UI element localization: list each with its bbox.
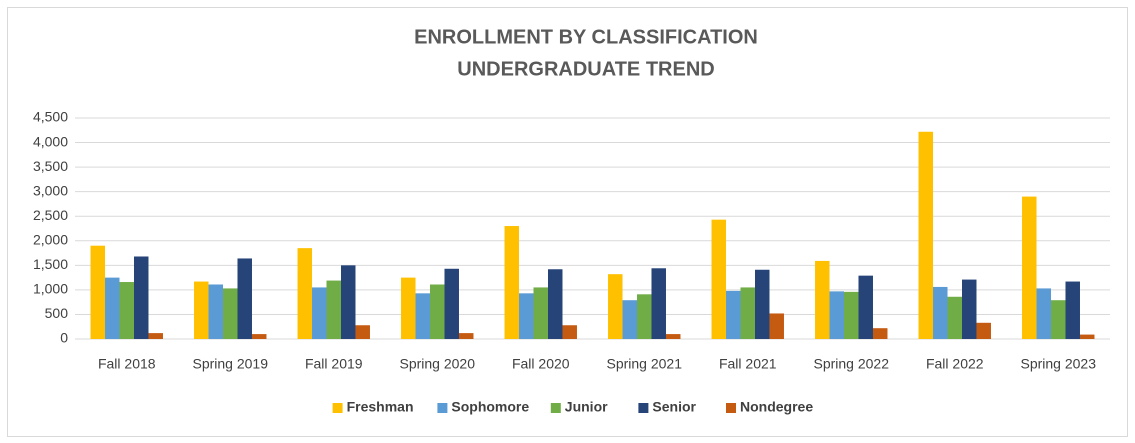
x-tick-label: Spring 2021 <box>606 356 682 372</box>
legend-label: Junior <box>565 399 608 415</box>
bar <box>547 269 563 339</box>
bar <box>637 294 652 339</box>
bar <box>829 291 845 339</box>
bar <box>933 286 948 339</box>
y-tick-label: 2,000 <box>33 231 68 247</box>
bar <box>754 269 770 339</box>
y-tick-label: 4,500 <box>33 109 68 125</box>
bar <box>119 282 134 339</box>
bar <box>208 284 224 339</box>
bar <box>608 274 623 339</box>
bar <box>651 268 666 339</box>
bar <box>815 260 830 339</box>
x-tick-label: Fall 2020 <box>512 356 570 372</box>
legend-label: Freshman <box>347 399 414 415</box>
bar <box>665 334 681 339</box>
y-tick-label: 0 <box>60 330 68 346</box>
bar <box>769 313 784 339</box>
bar <box>1065 281 1080 339</box>
bar <box>297 248 313 339</box>
y-tick-label: 3,500 <box>33 158 68 174</box>
bar <box>1079 334 1095 339</box>
y-tick-label: 4,000 <box>33 133 68 149</box>
bar <box>622 300 638 339</box>
bar <box>415 293 431 339</box>
bar <box>961 279 977 339</box>
legend-swatch <box>638 403 649 413</box>
x-tick-label: Spring 2022 <box>813 356 889 372</box>
bar <box>947 296 962 339</box>
legend-swatch <box>550 403 561 413</box>
bar <box>430 284 445 339</box>
x-tick-label: Fall 2022 <box>926 356 984 372</box>
bar <box>872 328 888 339</box>
x-tick-label: Spring 2019 <box>192 356 268 372</box>
legend-label: Senior <box>652 399 696 415</box>
x-tick-label: Fall 2021 <box>719 356 777 372</box>
bar <box>148 333 163 339</box>
chart-subtitle: UNDERGRADUATE TREND <box>457 58 714 80</box>
bar <box>355 325 370 339</box>
bar <box>519 293 534 339</box>
y-tick-label: 2,500 <box>33 207 68 223</box>
y-tick-label: 1,500 <box>33 256 68 272</box>
bar <box>90 245 106 339</box>
bar <box>237 258 252 339</box>
bar <box>858 275 873 339</box>
bar <box>133 256 149 339</box>
legend-swatch <box>332 403 343 413</box>
x-tick-label: Fall 2019 <box>305 356 363 372</box>
bar <box>444 268 459 339</box>
x-tick-label: Spring 2020 <box>399 356 475 372</box>
bar <box>105 277 120 339</box>
bar <box>1051 300 1066 339</box>
bar <box>223 288 238 339</box>
bar <box>533 287 548 339</box>
legend-swatch <box>726 403 736 413</box>
chart-title: ENROLLMENT BY CLASSIFICATION <box>414 26 758 48</box>
bar <box>740 287 755 339</box>
bar <box>726 290 741 339</box>
y-tick-label: 1,000 <box>33 281 68 297</box>
bar <box>1036 288 1052 339</box>
bar <box>251 334 267 339</box>
bar <box>711 219 727 339</box>
legend-label: Nondegree <box>740 399 813 415</box>
bar <box>504 226 520 339</box>
bar <box>918 131 934 339</box>
legend-swatch <box>437 403 448 413</box>
bar <box>976 322 991 339</box>
y-tick-label: 500 <box>45 305 69 321</box>
x-tick-label: Spring 2023 <box>1020 356 1096 372</box>
bar <box>1022 196 1037 339</box>
bar <box>458 333 474 339</box>
legend-label: Sophomore <box>451 399 529 415</box>
y-tick-label: 3,000 <box>33 182 68 198</box>
bar <box>326 280 341 339</box>
bar <box>562 325 577 339</box>
chart-border <box>7 7 1128 437</box>
bar <box>340 265 356 339</box>
bar <box>401 277 416 339</box>
bar <box>844 291 859 339</box>
x-tick-label: Fall 2018 <box>98 356 156 372</box>
bar <box>194 281 209 339</box>
bar <box>312 287 327 339</box>
